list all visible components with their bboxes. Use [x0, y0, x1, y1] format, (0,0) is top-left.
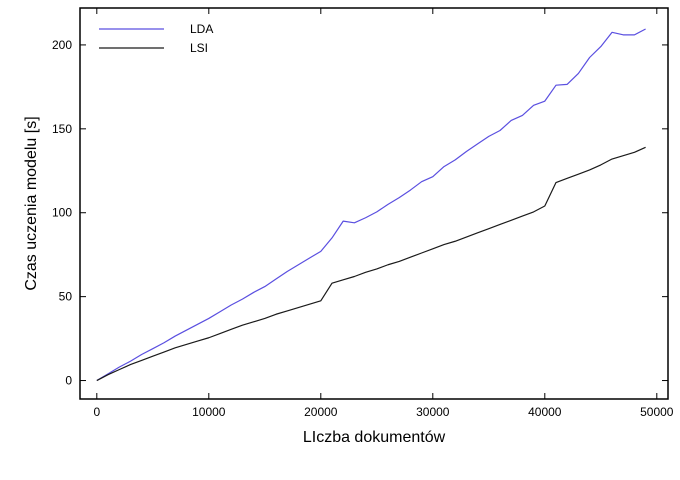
- x-tick-label: 20000: [304, 405, 338, 419]
- legend-label-lsi: LSI: [190, 41, 208, 55]
- y-tick-label: 0: [65, 374, 72, 388]
- x-tick-label: 0: [93, 405, 100, 419]
- x-tick-label: 50000: [640, 405, 674, 419]
- y-tick-label: 100: [52, 206, 72, 220]
- x-tick-label: 10000: [192, 405, 226, 419]
- x-axis-title: LIczba dokumentów: [303, 429, 446, 446]
- legend-label-lda: LDA: [190, 22, 213, 36]
- x-tick-label: 30000: [416, 405, 450, 419]
- y-tick-label: 200: [52, 38, 72, 52]
- y-tick-label: 150: [52, 122, 72, 136]
- tick-labels: 0 10000 20000 30000 40000 50000 0 50 100 150 200: [52, 38, 674, 419]
- y-axis-title: Czas uczenia modelu [s]: [23, 116, 40, 290]
- y-tick-label: 50: [59, 290, 73, 304]
- axis-ticks: [80, 8, 668, 399]
- legend: LDA LSI: [99, 22, 213, 55]
- plot-frame: [79, 7, 669, 400]
- series-line-lda: [96, 28, 646, 382]
- x-tick-label: 40000: [528, 405, 562, 419]
- series-layer: [96, 28, 646, 382]
- series-line-lsi: [96, 146, 646, 382]
